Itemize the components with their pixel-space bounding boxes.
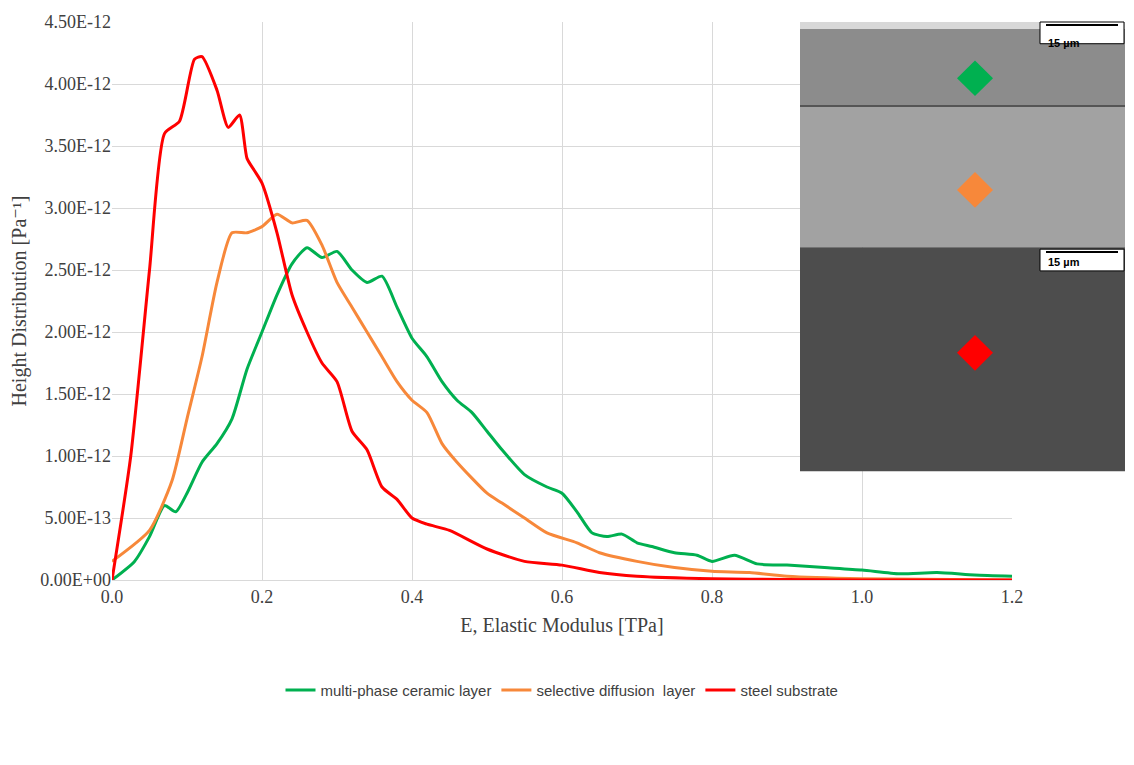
svg-text:steel substrate: steel substrate bbox=[740, 682, 838, 699]
svg-text:0.4: 0.4 bbox=[401, 587, 424, 607]
svg-text:Height Distribution [Pa⁻¹]: Height Distribution [Pa⁻¹] bbox=[8, 196, 31, 407]
svg-text:0.6: 0.6 bbox=[551, 587, 574, 607]
svg-text:3.50E-12: 3.50E-12 bbox=[45, 136, 112, 156]
svg-text:0.2: 0.2 bbox=[251, 587, 274, 607]
svg-text:4.00E-12: 4.00E-12 bbox=[45, 74, 112, 94]
svg-text:E, Elastic Modulus [TPa]: E, Elastic Modulus [TPa] bbox=[460, 614, 663, 636]
svg-text:5.00E-13: 5.00E-13 bbox=[45, 508, 112, 528]
svg-text:2.50E-12: 2.50E-12 bbox=[45, 260, 112, 280]
svg-text:1.50E-12: 1.50E-12 bbox=[45, 384, 112, 404]
svg-text:2.00E-12: 2.00E-12 bbox=[45, 322, 112, 342]
svg-text:15 µm: 15 µm bbox=[1048, 37, 1080, 49]
svg-text:1.00E-12: 1.00E-12 bbox=[45, 446, 112, 466]
svg-text:multi-phase ceramic layer: multi-phase ceramic layer bbox=[321, 682, 492, 699]
svg-text:1.0: 1.0 bbox=[851, 587, 874, 607]
svg-text:4.50E-12: 4.50E-12 bbox=[45, 12, 112, 32]
svg-text:3.00E-12: 3.00E-12 bbox=[45, 198, 112, 218]
svg-text:0.8: 0.8 bbox=[701, 587, 724, 607]
svg-text:0.00E+00: 0.00E+00 bbox=[40, 570, 111, 590]
svg-text:selective diffusion layer: selective diffusion layer bbox=[536, 682, 695, 699]
svg-text:1.2: 1.2 bbox=[1001, 587, 1024, 607]
svg-text:15 µm: 15 µm bbox=[1048, 256, 1080, 268]
svg-text:0.0: 0.0 bbox=[101, 587, 124, 607]
